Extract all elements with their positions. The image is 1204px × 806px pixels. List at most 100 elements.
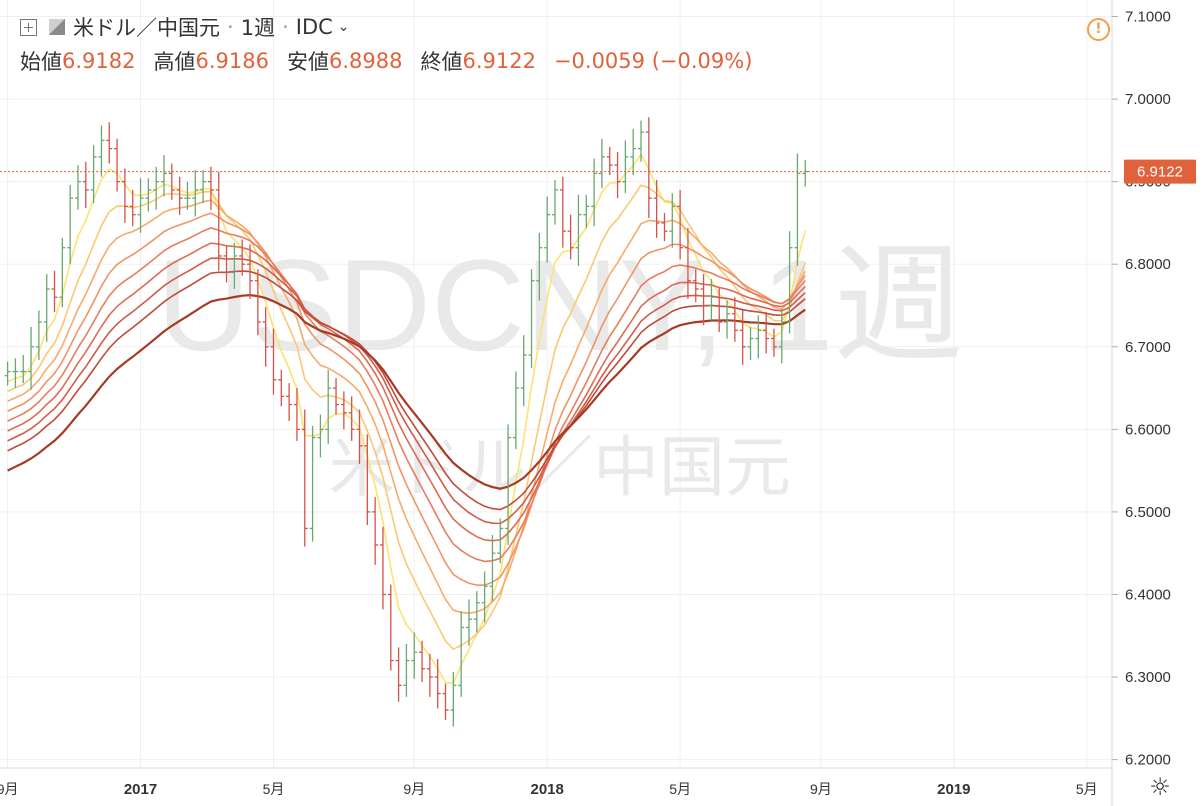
candle bbox=[442, 683, 449, 720]
candle bbox=[536, 232, 543, 301]
watermark-name: 米ドル／中国元 bbox=[329, 429, 791, 506]
close-value: 6.9122 bbox=[462, 49, 536, 73]
candle bbox=[450, 672, 457, 727]
candle bbox=[692, 269, 699, 303]
candle bbox=[677, 189, 684, 260]
candle bbox=[724, 300, 731, 339]
candle bbox=[223, 246, 230, 283]
ema-line-30 bbox=[7, 242, 806, 542]
candle bbox=[731, 297, 738, 342]
grid-lines bbox=[0, 0, 1112, 768]
candle bbox=[497, 518, 504, 564]
candle bbox=[348, 396, 355, 441]
x-tick-label: 5月 bbox=[1076, 781, 1098, 797]
candle bbox=[763, 312, 770, 354]
gear-icon[interactable]: ☼ bbox=[1149, 773, 1171, 801]
candle bbox=[622, 140, 629, 194]
candle bbox=[231, 242, 238, 289]
candle bbox=[630, 128, 637, 176]
candle bbox=[395, 647, 402, 702]
candle bbox=[411, 632, 418, 679]
candle bbox=[661, 213, 668, 242]
watermark-symbol: USDCNY, 1週 bbox=[157, 232, 964, 378]
candle bbox=[51, 270, 58, 313]
candle bbox=[74, 165, 81, 210]
candle bbox=[43, 274, 50, 342]
close-label: 終値 bbox=[420, 50, 463, 74]
price-axis[interactable]: 6.2000 6.3000 6.4000 6.5000 6.6000 6.7000 6.80… bbox=[1111, 0, 1171, 806]
candle bbox=[215, 171, 222, 271]
x-tick-label: 5月 bbox=[263, 781, 285, 797]
candle bbox=[598, 138, 605, 189]
candle bbox=[591, 158, 598, 227]
candle bbox=[747, 326, 754, 360]
candle bbox=[458, 610, 465, 697]
candle bbox=[356, 409, 363, 465]
candle bbox=[512, 371, 519, 450]
candle bbox=[278, 369, 285, 407]
candle bbox=[684, 227, 691, 299]
candle bbox=[770, 328, 777, 357]
candle bbox=[528, 269, 535, 369]
candle bbox=[35, 310, 42, 360]
change-value: −0.0059 (−0.09%) bbox=[553, 49, 753, 73]
candle bbox=[653, 179, 660, 238]
candle bbox=[4, 361, 11, 386]
candle bbox=[317, 414, 324, 458]
separator-dot: · bbox=[227, 15, 234, 39]
candle bbox=[293, 388, 300, 441]
candles bbox=[4, 117, 809, 727]
candle bbox=[614, 151, 621, 199]
candle bbox=[606, 146, 613, 176]
source-label[interactable]: IDC bbox=[295, 15, 333, 39]
candle bbox=[114, 138, 121, 192]
candle bbox=[559, 176, 566, 248]
alert-icon[interactable]: ! bbox=[1087, 18, 1110, 41]
candle bbox=[669, 193, 676, 248]
candle bbox=[200, 170, 207, 204]
symbol-row: 米ドル／中国元 · 1週 · IDC ⌄ bbox=[20, 12, 350, 42]
candle bbox=[505, 424, 512, 545]
candle bbox=[67, 184, 74, 265]
candle bbox=[520, 335, 527, 407]
time-axis[interactable]: 9月 2017 5月 9月 2018 5月 9月 2019 5月 bbox=[0, 767, 1112, 798]
chevron-down-icon[interactable]: ⌄ bbox=[337, 19, 350, 35]
candle bbox=[247, 244, 254, 299]
candle bbox=[98, 125, 105, 177]
candle bbox=[794, 153, 801, 266]
open-label: 始値 bbox=[20, 50, 62, 74]
candle bbox=[153, 166, 160, 210]
candle bbox=[802, 160, 809, 187]
candle bbox=[145, 178, 152, 212]
chart-header: 米ドル／中国元 · 1週 · IDC ⌄ 始値 6.9182 高値 6.9186… bbox=[0, 0, 1110, 80]
candle bbox=[419, 640, 426, 683]
candle bbox=[473, 591, 480, 633]
candle bbox=[638, 120, 645, 162]
x-tick-label: 9月 bbox=[403, 781, 425, 797]
low-label: 安値 bbox=[286, 50, 329, 74]
candle bbox=[755, 315, 762, 359]
candle bbox=[434, 658, 441, 709]
candle bbox=[739, 310, 746, 365]
candle bbox=[192, 170, 199, 217]
y-tick-label: 6.8000 bbox=[1125, 256, 1171, 273]
separator-dot: · bbox=[282, 15, 289, 39]
symbol-name[interactable]: 米ドル／中国元 bbox=[73, 16, 220, 40]
candle bbox=[12, 358, 19, 389]
plus-icon[interactable] bbox=[20, 18, 37, 36]
x-tick-label: 2017 bbox=[124, 781, 157, 798]
candle bbox=[583, 194, 590, 228]
ema-line-25 bbox=[7, 227, 806, 563]
y-tick-label: 6.2000 bbox=[1125, 752, 1171, 769]
candle bbox=[286, 383, 293, 422]
candle bbox=[309, 426, 316, 542]
y-tick-label: 7.0000 bbox=[1125, 91, 1171, 108]
candle bbox=[364, 434, 371, 526]
candle bbox=[465, 599, 472, 646]
high-label: 高値 bbox=[153, 50, 196, 74]
candle bbox=[778, 308, 785, 364]
candle bbox=[387, 584, 394, 671]
candle bbox=[168, 163, 175, 200]
interval-label[interactable]: 1週 bbox=[240, 16, 276, 40]
